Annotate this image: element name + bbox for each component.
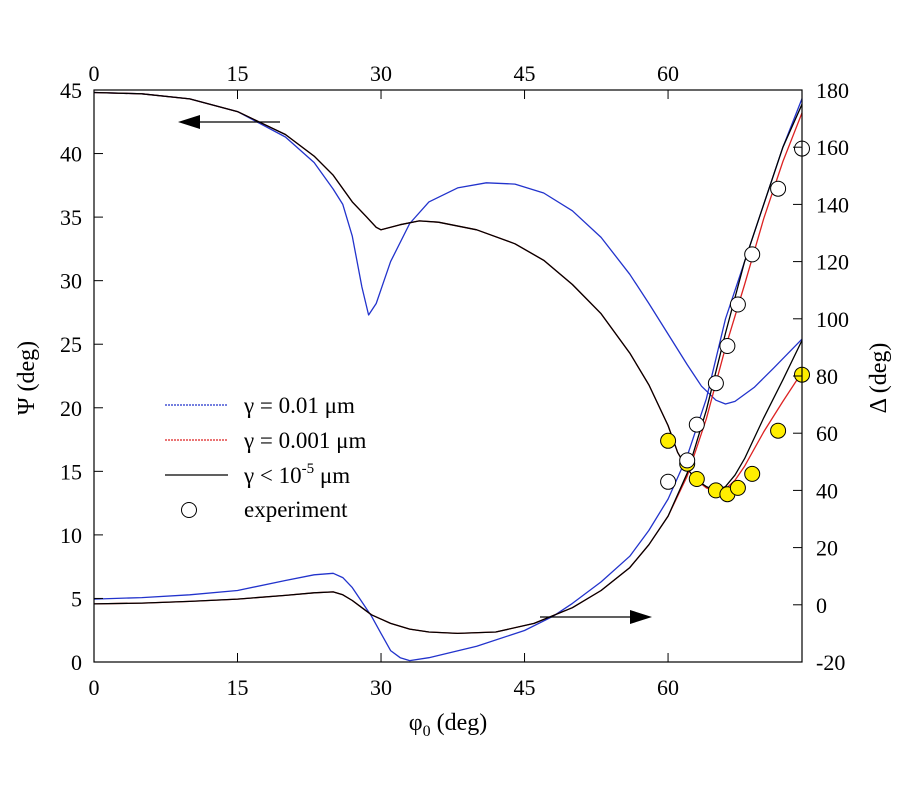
- marker-layer: [660, 140, 810, 503]
- y-left-tick-label: 35: [60, 205, 82, 230]
- y-left-tick-label: 5: [71, 586, 82, 611]
- y-left-tick-label: 20: [60, 396, 82, 421]
- right-axis-arrow: [540, 610, 652, 624]
- psi-experiment-point: [770, 422, 787, 439]
- psi-experiment-point: [660, 432, 677, 449]
- legend-entry-gamma-small: γ < 10-5 μm: [165, 461, 350, 488]
- y-right-axis-title: Δ (deg): [866, 343, 892, 414]
- x-tick-label-bottom: 60: [657, 675, 679, 700]
- x-tick-label-bottom: 30: [370, 675, 392, 700]
- x-tick-label-bottom: 15: [227, 675, 249, 700]
- y-right-tick-label: 140: [816, 192, 849, 217]
- series-line-5: [93, 104, 803, 635]
- x-tick-label-top: 60: [657, 61, 679, 86]
- legend-label: experiment: [244, 497, 348, 522]
- x-tick-label-top: 0: [89, 61, 100, 86]
- legend-entry-experiment: experiment: [181, 497, 348, 522]
- y-right-tick-label: 120: [816, 250, 849, 275]
- legend-label: γ < 10-5 μm: [243, 461, 350, 488]
- arrow-left-icon: [178, 115, 200, 129]
- y-right-tick-label: 40: [816, 478, 838, 503]
- delta-experiment-point: [770, 180, 787, 197]
- legend-entry-gamma-0001: γ = 0.001 μm: [165, 428, 366, 453]
- x-tick-label-bottom: 0: [89, 675, 100, 700]
- y-left-tick-label: 25: [60, 332, 82, 357]
- y-left-tick-label: 45: [60, 78, 82, 103]
- psi-experiment-point: [729, 479, 746, 496]
- x-tick-label-top: 45: [514, 61, 536, 86]
- left-axis-arrow: [178, 115, 280, 129]
- x-tick-label-top: 30: [370, 61, 392, 86]
- y-left-axis-title: Ψ (deg): [14, 341, 40, 415]
- legend-label: γ = 0.001 μm: [243, 428, 366, 453]
- series-layer: [93, 91, 803, 662]
- y-right-tick-label: 0: [816, 593, 827, 618]
- y-right-tick-label: 80: [816, 364, 838, 389]
- y-left-tick-label: 15: [60, 459, 82, 484]
- legend: γ = 0.01 μm γ = 0.001 μm γ < 10-5 μm exp…: [165, 393, 366, 522]
- open-circle-marker: [181, 502, 197, 518]
- tick-label-layer: 001515303045456060051015202530354045-200…: [60, 61, 849, 700]
- legend-entry-gamma-001: γ = 0.01 μm: [165, 393, 355, 418]
- y-left-tick-label: 30: [60, 269, 82, 294]
- psi-experiment-point: [744, 465, 761, 482]
- ticks-layer: [93, 89, 802, 663]
- y-right-tick-label: -20: [816, 650, 845, 675]
- x-tick-label-top: 15: [227, 61, 249, 86]
- plot-frame: [93, 89, 803, 663]
- delta-experiment-point: [679, 452, 696, 469]
- delta-experiment-point: [688, 416, 705, 433]
- y-right-tick-label: 160: [816, 135, 849, 160]
- y-left-tick-label: 0: [71, 650, 82, 675]
- delta-experiment-point: [660, 473, 677, 490]
- delta-experiment-point: [707, 375, 724, 392]
- delta-experiment-point: [729, 296, 746, 313]
- series-line-3: [93, 98, 803, 662]
- series-line-0: [93, 91, 803, 405]
- delta-experiment-point: [719, 338, 736, 354]
- arrow-right-icon: [630, 610, 652, 624]
- x-tick-label-bottom: 45: [514, 675, 536, 700]
- series-line-4: [93, 112, 803, 635]
- legend-label: γ = 0.01 μm: [243, 393, 355, 418]
- psi-experiment-point: [688, 471, 705, 487]
- y-right-tick-label: 180: [816, 78, 849, 103]
- y-left-tick-label: 10: [60, 523, 82, 548]
- y-right-tick-label: 100: [816, 307, 849, 332]
- delta-experiment-point: [744, 246, 761, 263]
- x-axis-title: φ0 (deg): [409, 710, 488, 740]
- y-right-tick-label: 20: [816, 536, 838, 561]
- y-left-tick-label: 40: [60, 142, 82, 167]
- y-right-tick-label: 60: [816, 421, 838, 446]
